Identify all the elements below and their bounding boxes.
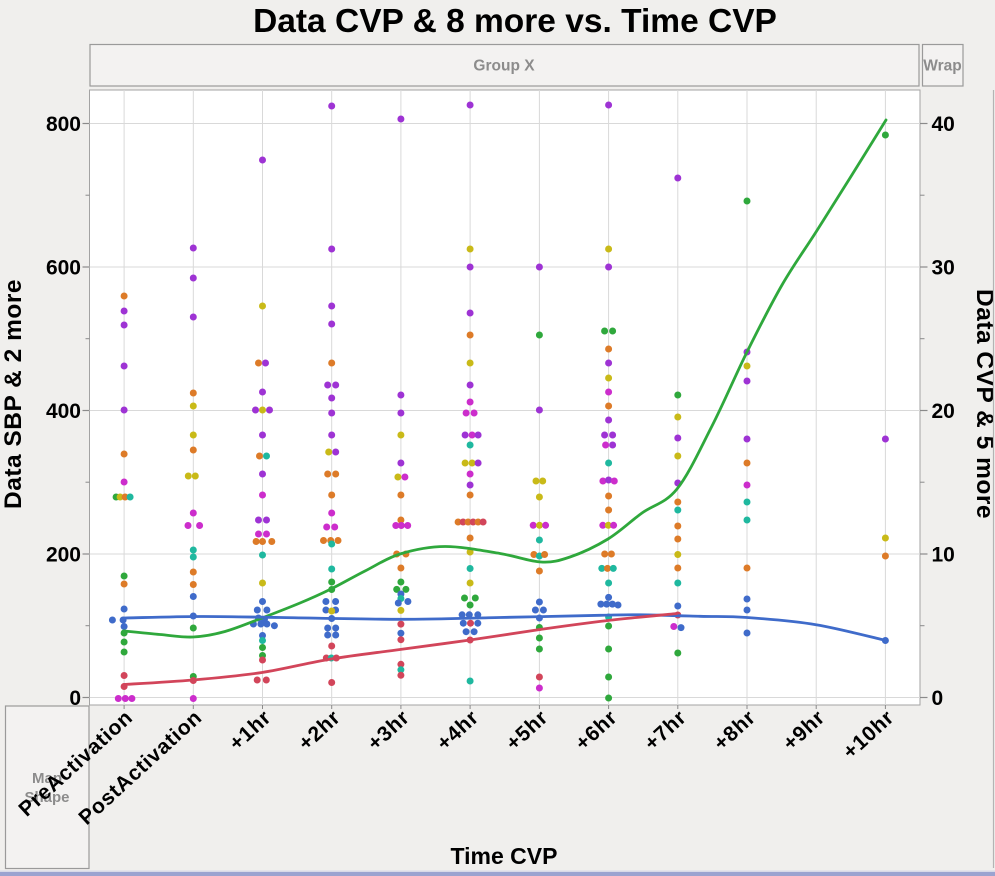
svg-text:Time CVP: Time CVP: [451, 843, 558, 869]
svg-text:Group X: Group X: [473, 58, 535, 75]
svg-text:20: 20: [932, 400, 955, 423]
svg-text:0: 0: [69, 687, 81, 710]
svg-text:Data SBP & 2 more: Data SBP & 2 more: [0, 279, 27, 509]
svg-text:0: 0: [932, 687, 944, 710]
svg-text:Map: Map: [32, 770, 62, 787]
svg-text:Data CVP & 5 more: Data CVP & 5 more: [971, 289, 995, 519]
svg-text:800: 800: [46, 113, 81, 136]
svg-text:10: 10: [932, 544, 955, 567]
svg-text:30: 30: [932, 257, 955, 280]
svg-text:200: 200: [46, 544, 81, 567]
svg-text:Data CVP & 8 more vs. Time CVP: Data CVP & 8 more vs. Time CVP: [253, 3, 777, 40]
svg-text:40: 40: [932, 113, 955, 136]
svg-text:400: 400: [46, 400, 81, 423]
svg-text:Shape: Shape: [24, 789, 69, 806]
svg-text:600: 600: [46, 257, 81, 280]
svg-text:Wrap: Wrap: [923, 58, 961, 75]
